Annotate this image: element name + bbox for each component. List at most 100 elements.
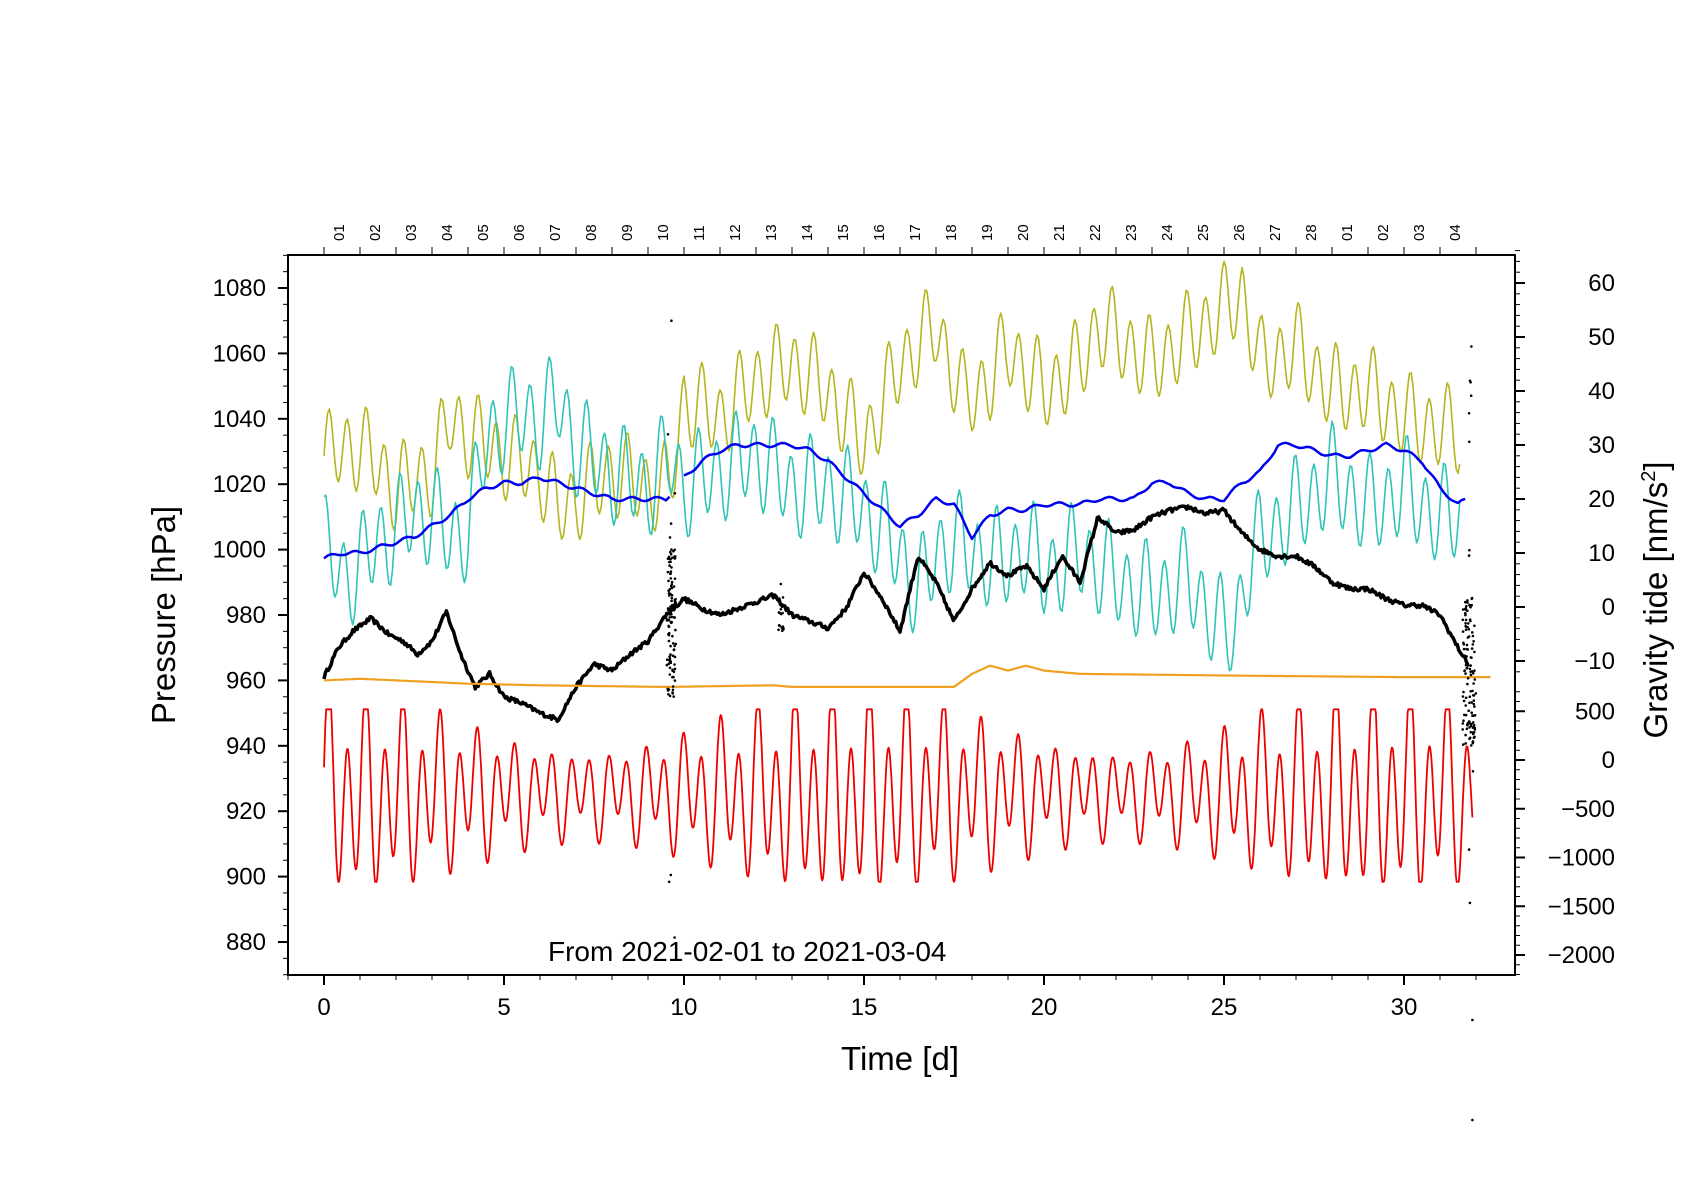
raw-point	[1473, 735, 1476, 739]
raw-point	[777, 624, 781, 627]
raw-point	[1473, 705, 1476, 708]
raw-point	[1471, 631, 1474, 634]
raw-point	[1470, 722, 1473, 726]
raw-point	[667, 579, 670, 583]
raw-point	[666, 570, 670, 574]
raw-point	[1469, 664, 1472, 667]
raw-point	[667, 633, 670, 636]
raw-point	[1472, 671, 1475, 675]
series-teal-line	[323, 356, 1461, 672]
raw-point	[674, 628, 677, 632]
raw-point	[1465, 604, 1468, 608]
y-right-upper-tick-label: 20	[1588, 486, 1615, 513]
series-blue-line	[683, 441, 1466, 541]
x-tick-label: 25	[1211, 994, 1238, 1021]
raw-point	[668, 588, 672, 591]
raw-point	[667, 624, 670, 628]
raw-point	[1461, 695, 1465, 698]
top-day-label: 04	[1447, 224, 1464, 241]
raw-point	[669, 873, 673, 877]
y-right-upper-tick-label: 50	[1588, 324, 1615, 351]
raw-point	[1473, 669, 1476, 672]
raw-point	[669, 592, 672, 596]
raw-point	[668, 564, 671, 567]
raw-point	[1464, 742, 1467, 745]
raw-point	[670, 596, 674, 600]
raw-point	[1468, 726, 1471, 729]
top-day-label: 20	[1015, 224, 1032, 241]
series-layer	[322, 260, 1491, 1122]
raw-point	[1468, 695, 1472, 698]
raw-point	[1464, 628, 1468, 631]
raw-point	[1472, 694, 1476, 697]
raw-point	[779, 608, 783, 611]
y-axis-right-title: Gravity tide [nm/s2]	[1637, 461, 1674, 738]
raw-point	[1466, 599, 1469, 602]
raw-point	[781, 611, 784, 615]
raw-point	[668, 673, 672, 676]
raw-point	[668, 694, 672, 698]
raw-point	[669, 522, 673, 525]
raw-point	[1467, 628, 1471, 631]
y-right-lower-tick-label: −2000	[1548, 942, 1615, 969]
raw-point	[673, 548, 676, 552]
raw-point	[667, 880, 671, 884]
raw-point	[1469, 394, 1473, 398]
raw-point	[1470, 345, 1473, 348]
raw-point	[665, 658, 669, 661]
raw-point	[1467, 709, 1470, 712]
raw-point	[666, 687, 669, 691]
raw-point	[670, 615, 674, 619]
raw-point	[1474, 692, 1478, 695]
raw-point	[671, 688, 675, 692]
top-day-label: 14	[799, 224, 816, 241]
raw-point	[1464, 704, 1467, 707]
y-left-tick-label: 960	[226, 667, 266, 694]
y-right-lower-tick-label: −1000	[1548, 845, 1615, 872]
raw-point	[669, 577, 673, 580]
x-tick-label: 30	[1391, 994, 1418, 1021]
raw-point	[1471, 643, 1475, 646]
y-left-tick-label: 1040	[213, 406, 266, 433]
y-left-tick-label: 940	[226, 733, 266, 760]
raw-point	[1467, 622, 1470, 625]
top-day-label: 06	[511, 224, 528, 241]
y-left-tick-label: 980	[226, 602, 266, 629]
raw-point	[669, 572, 672, 575]
raw-point	[777, 628, 780, 632]
raw-point	[674, 555, 677, 558]
raw-point	[1461, 618, 1465, 622]
top-day-label: 26	[1231, 224, 1248, 241]
raw-point	[1472, 682, 1475, 685]
raw-point	[1468, 548, 1471, 552]
raw-point	[673, 492, 677, 495]
top-day-label: 09	[619, 224, 636, 241]
raw-point	[1462, 743, 1465, 746]
top-day-label: 08	[583, 224, 600, 241]
raw-point	[1471, 740, 1475, 744]
raw-point	[1469, 673, 1473, 677]
top-day-label: 24	[1159, 224, 1176, 241]
raw-point	[1461, 630, 1465, 633]
raw-point	[1466, 721, 1470, 725]
raw-point	[671, 691, 674, 694]
y-axis-left-title: Pressure [hPa]	[145, 506, 182, 724]
x-tick-label: 10	[671, 994, 698, 1021]
raw-point	[668, 613, 672, 616]
top-day-label: 04	[439, 224, 456, 241]
raw-point	[1464, 625, 1468, 629]
raw-point	[1464, 600, 1467, 604]
raw-point	[1466, 662, 1469, 665]
raw-point	[668, 560, 671, 564]
raw-point	[671, 654, 675, 657]
raw-point	[668, 666, 672, 670]
raw-point	[1465, 643, 1469, 647]
raw-point	[670, 586, 674, 590]
raw-point	[1462, 641, 1465, 645]
raw-point	[672, 604, 675, 608]
raw-point	[1464, 622, 1467, 625]
raw-point	[1466, 682, 1469, 686]
raw-point	[669, 609, 673, 612]
raw-point	[1465, 666, 1469, 670]
